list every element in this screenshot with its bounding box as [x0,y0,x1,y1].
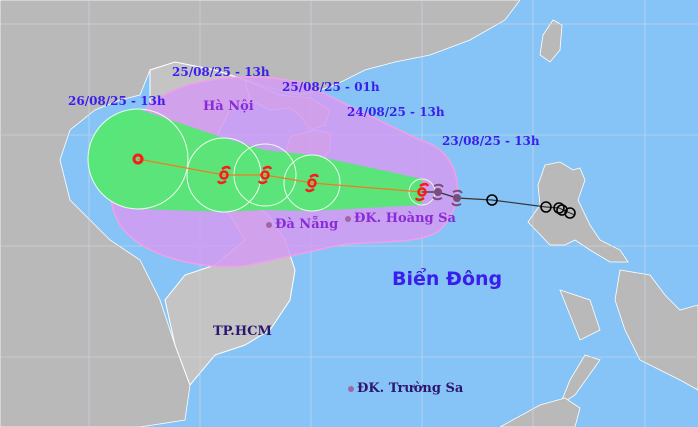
past-position-circle-icon [486,194,576,219]
taiwan [539,19,563,63]
tropical-depression-icon [432,183,463,207]
low-pressure-icon [132,153,144,165]
forecast-track-line [137,158,423,193]
place-name: Đà Nẵng [275,217,339,232]
place-truongsa: ĐK. Trường Sa [348,381,463,396]
place-dot-icon [345,215,351,222]
place-hanoi: Hà Nội [203,99,254,114]
place-hoangsa: ĐK. Hoàng Sa [345,211,456,226]
luzon-island [527,161,629,263]
forecast-label-23-13h: 23/08/25 - 13h [442,134,540,148]
philippine-islands [559,269,698,407]
strong-wind-zone [88,109,422,212]
typhoon-icon [216,165,430,202]
place-dot-icon [348,385,354,392]
forecast-label-25-01h: 25/08/25 - 01h [282,80,380,94]
place-dot-icon [266,221,272,228]
place-name: ĐK. Hoàng Sa [354,211,456,226]
forecast-label-26-13h: 26/08/25 - 13h [68,94,166,108]
place-danang: Đà Nẵng [266,217,338,232]
place-name: TP.HCM [213,324,272,339]
place-name: Hà Nội [203,99,254,114]
place-hcm: TP.HCM [213,324,272,339]
wind-radius-circles [87,108,436,213]
forecast-label-25-13h: 25/08/25 - 13h [172,65,270,79]
place-name: ĐK. Trường Sa [357,381,464,396]
borneo [499,397,581,427]
forecast-label-24-13h: 24/08/25 - 13h [347,105,445,119]
sea-label: Biển Đông [392,268,503,290]
